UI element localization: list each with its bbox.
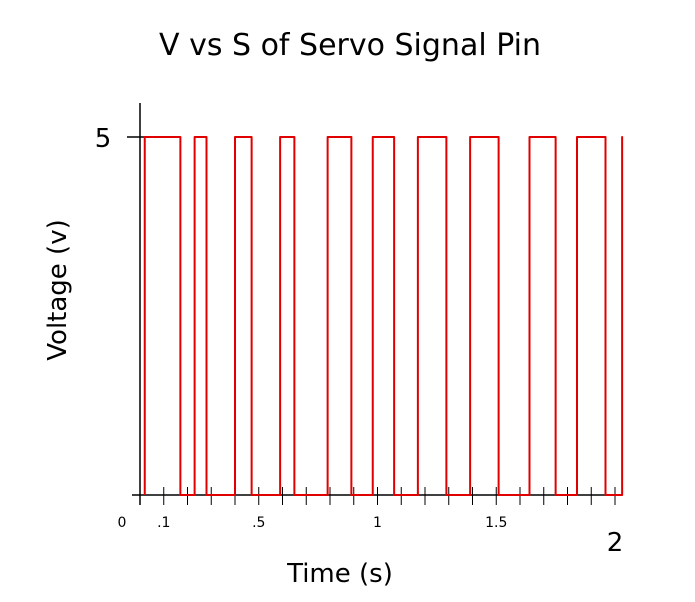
x-tick-label: .5 [252, 515, 265, 531]
x-tick-label: 2 [607, 528, 624, 558]
x-tick-label: 1 [373, 515, 382, 531]
y-axis-label: Voltage (v) [43, 219, 73, 360]
x-tick-label: 1.5 [485, 515, 507, 531]
y-tick-label: 5 [95, 124, 112, 154]
x-tick-label: .1 [157, 515, 170, 531]
x-tick-labels: 0 .1 .5 1 1.5 2 [118, 515, 624, 558]
x-axis-label: Time (s) [286, 559, 393, 589]
x-tick-label: 0 [118, 515, 127, 531]
series-line [143, 136, 624, 496]
y-tick-labels: 5 [95, 124, 112, 154]
series-group [143, 136, 624, 496]
chart-title: V vs S of Servo Signal Pin [159, 28, 541, 63]
